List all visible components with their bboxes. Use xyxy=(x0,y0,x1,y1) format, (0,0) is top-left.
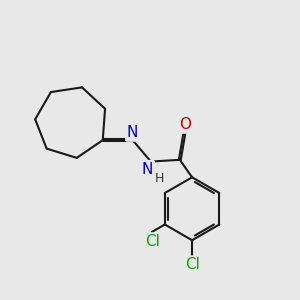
Text: Cl: Cl xyxy=(184,257,200,272)
Text: H: H xyxy=(155,172,164,185)
Text: O: O xyxy=(179,117,191,132)
Text: N: N xyxy=(142,162,153,177)
Text: Cl: Cl xyxy=(145,234,160,249)
Text: N: N xyxy=(127,125,138,140)
